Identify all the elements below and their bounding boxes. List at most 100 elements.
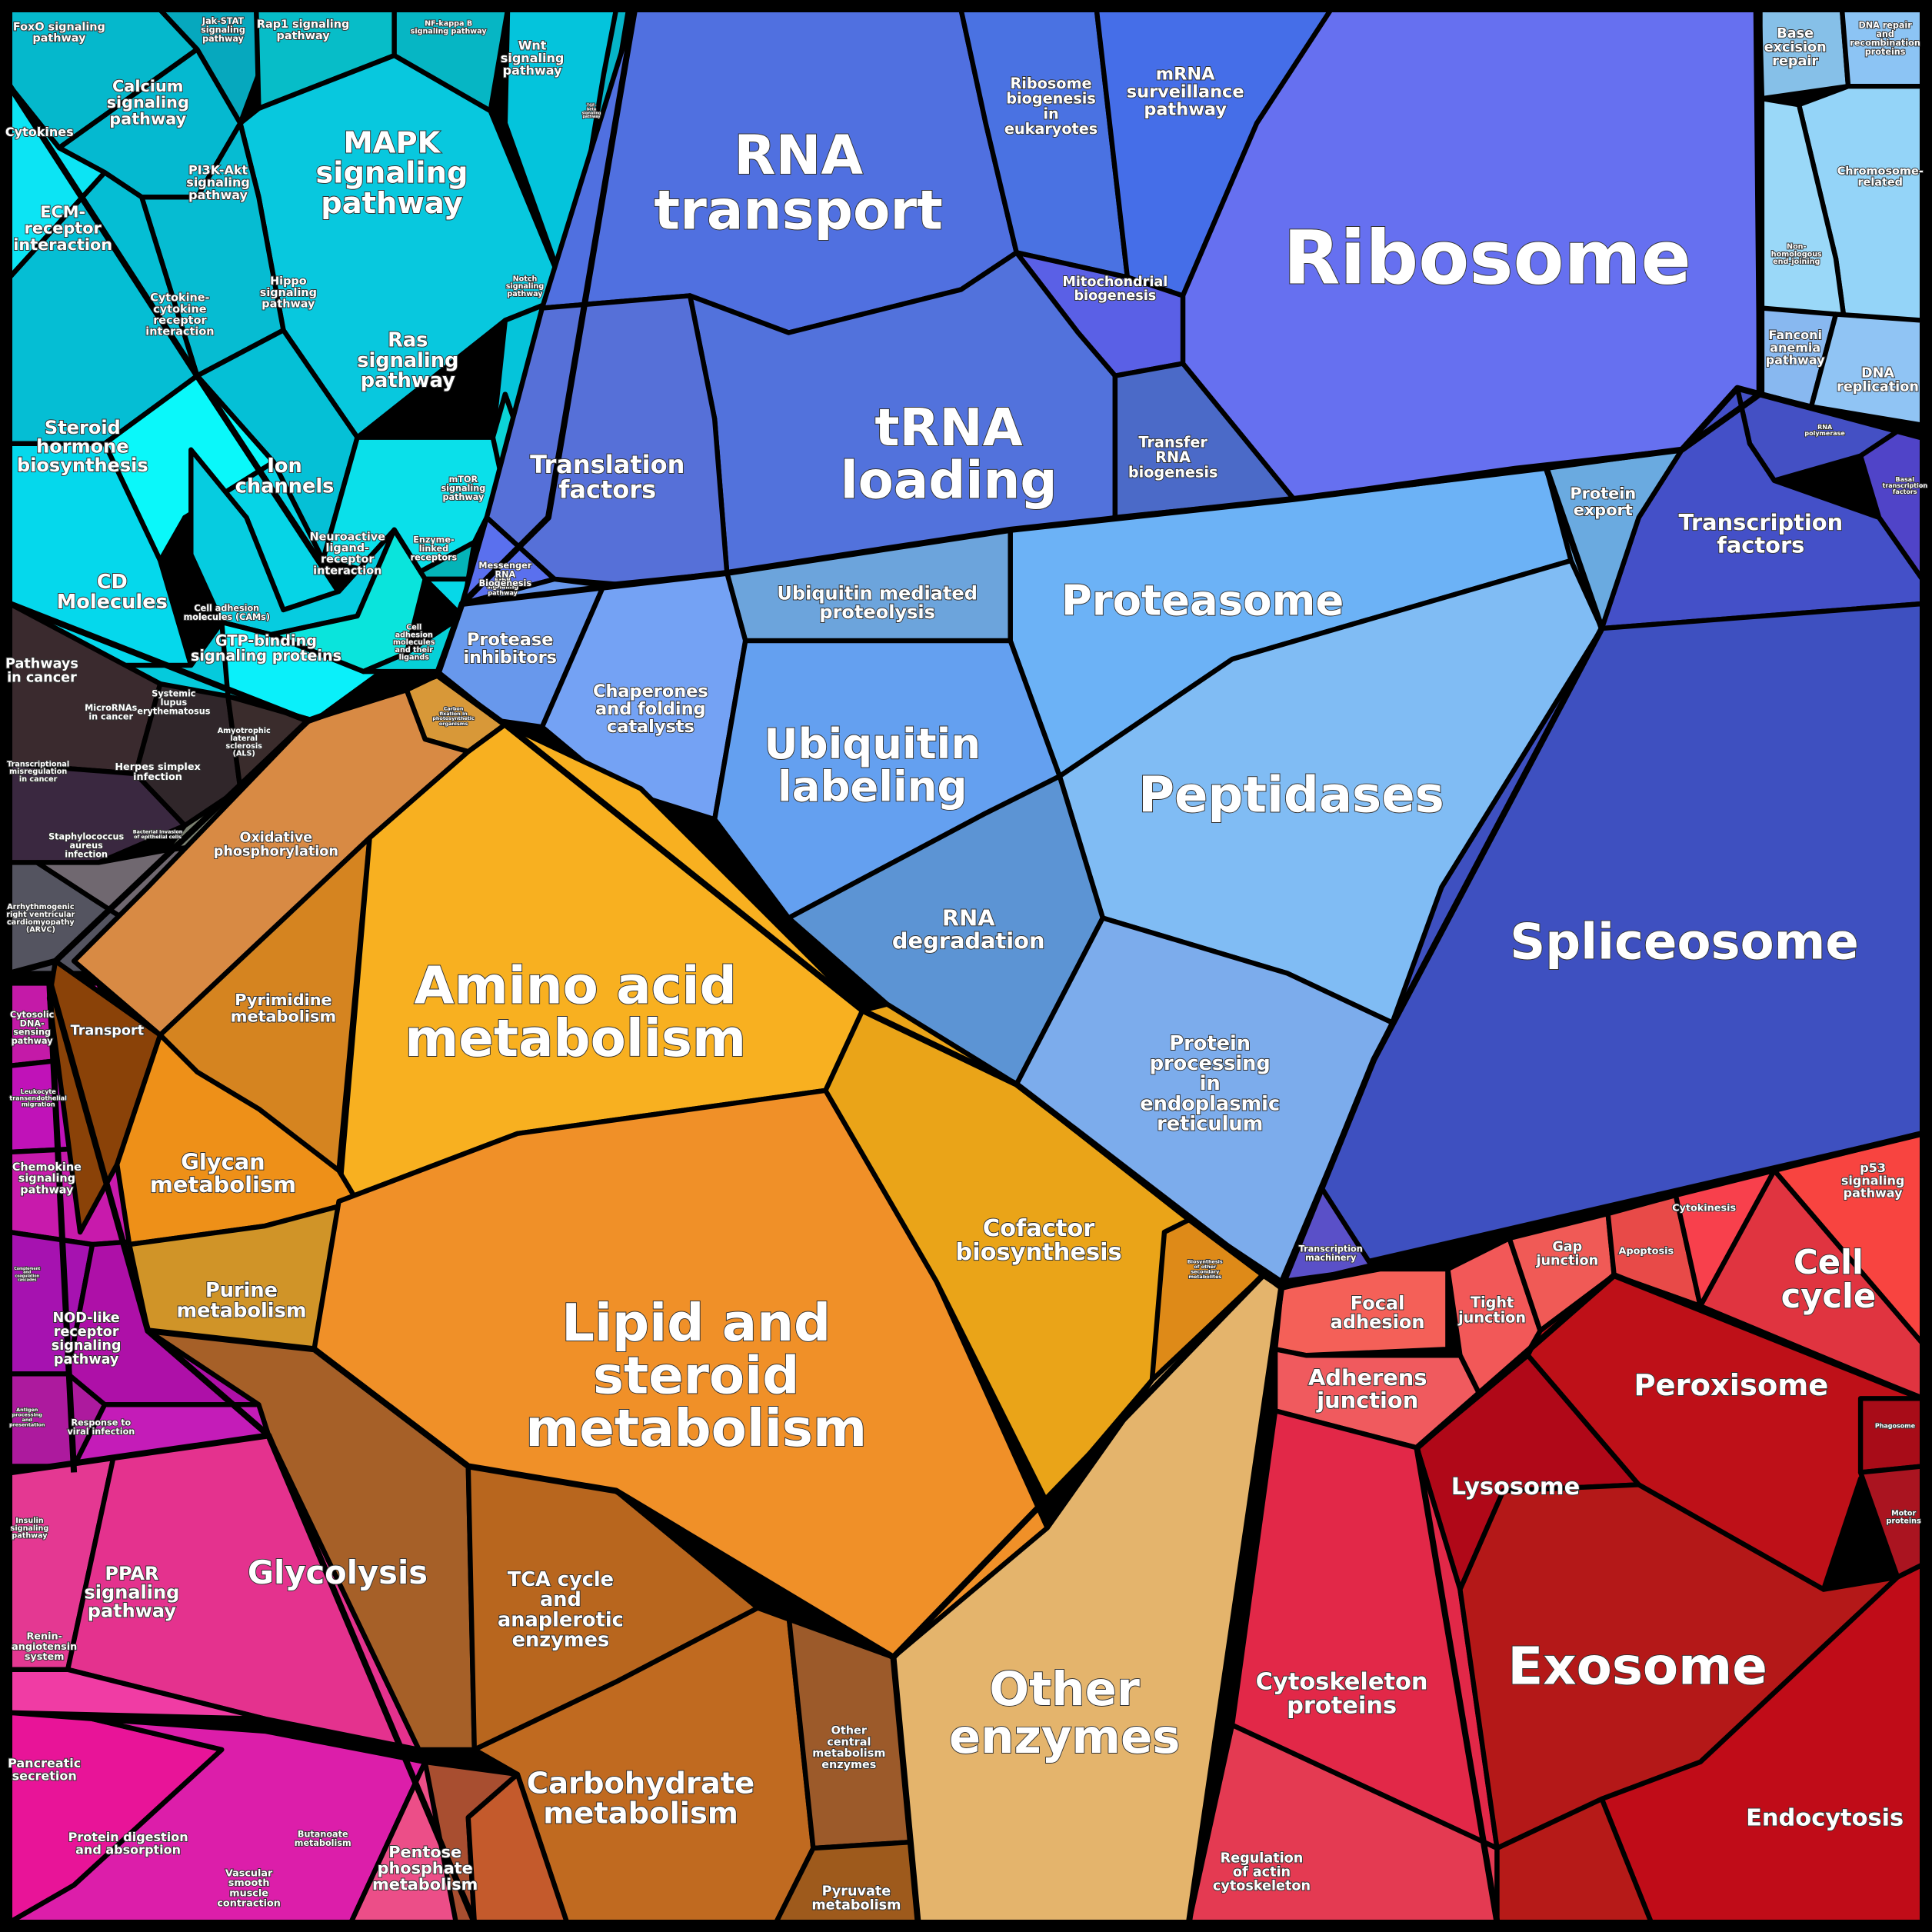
border-metabolism-top: [435, 672, 1284, 1291]
label-tgfb: TGF-beta signaling pathway: [582, 104, 601, 120]
label-protease-inh: Protease inhibitors: [464, 630, 557, 668]
label-chromosome: Chromosome-related: [1837, 165, 1924, 189]
label-mrna-surv: mRNA surveillance pathway: [1127, 64, 1244, 119]
border-signaling: [8, 9, 638, 724]
border-cellular: [1281, 1130, 1924, 1291]
label-vascular: Vascular smooth muscle contraction: [217, 1867, 281, 1909]
label-rap1: Rap1 signaling pathway: [257, 18, 349, 42]
label-nod: NOD-like receptor signaling pathway: [52, 1311, 122, 1367]
label-pyruvate: Pyruvate metabolism: [811, 1884, 901, 1913]
label-ubiq-labeling: Ubiquitin labeling: [764, 719, 981, 811]
border-endocrine: [265, 1434, 478, 1924]
label-adherens: Adherens junction: [1308, 1364, 1427, 1413]
label-viral: Response to viral infection: [67, 1417, 135, 1436]
label-protein-export: Protein export: [1570, 485, 1636, 519]
label-ribosome-bio: Ribosome biogenesis in eukaryotes: [1004, 75, 1098, 138]
label-antigen: Antigen processing and presentation: [9, 1407, 45, 1428]
label-pentose: Pentose phosphate metabolism: [372, 1843, 478, 1894]
border-cellular-left: [1186, 1287, 1285, 1923]
label-cytokine-receptor: Cytokine-cytokine receptor interaction: [145, 292, 214, 338]
label-butanoate: Butanoate metabolism: [295, 1829, 351, 1847]
label-carbohydrate: Carbohydrate metabolism: [527, 1766, 754, 1830]
label-dna-replication: DNA replication: [1837, 366, 1919, 395]
label-chaperones: Chaperones and folding catalysts: [593, 681, 708, 737]
label-other-central: Other central metabolism enzymes: [812, 1725, 885, 1771]
border-transcription-right: [1679, 385, 1924, 452]
label-secondary-met: Biosynthesis of other secondary metabolites: [1188, 1259, 1223, 1281]
label-cytokinesis: Cytokinesis: [1672, 1202, 1736, 1214]
label-ppar: PPAR signaling pathway: [85, 1563, 180, 1622]
label-bacterial: Bacterial invasion of epithelial cells: [133, 829, 183, 840]
label-hippo: Hippo signaling pathway: [260, 275, 317, 310]
label-steroid: Steroid hormone biosynthesis: [17, 417, 148, 476]
label-tight: Tight junction: [1457, 1294, 1526, 1327]
label-proteasome: Proteasome: [1061, 575, 1344, 625]
label-rna-transport: RNA transport: [654, 124, 942, 242]
border-transcription: [1278, 467, 1605, 1289]
label-rna-pol: RNA polymerase: [1804, 424, 1845, 437]
border-vesicle: [1414, 1272, 1924, 1451]
label-cytosolic-dna: Cytosolic DNA-sensing pathway: [10, 1010, 54, 1046]
label-oxphos: Oxidative phosphorylation: [214, 831, 338, 860]
label-foxo: FoxO signaling pathway: [13, 21, 105, 45]
label-pyrimidine: Pyrimidine metabolism: [231, 991, 336, 1025]
label-mapk: MAPK signaling pathway: [315, 125, 468, 220]
border-disease: [8, 718, 311, 977]
label-glycan: Glycan metabolism: [150, 1148, 296, 1197]
label-p53: p53 signaling pathway: [1841, 1161, 1905, 1201]
label-purine: Purine metabolism: [176, 1279, 306, 1322]
label-cams: Cell adhesion molecules (CAMs): [184, 603, 270, 621]
border-immune: [46, 979, 78, 1473]
label-neuroactive: Neuroactive ligand-receptor interaction: [310, 531, 386, 577]
label-phagosome: Phagosome: [1875, 1422, 1916, 1429]
label-fanconi: Fanconi anemia pathway: [1766, 328, 1825, 368]
label-erbb: ErbB signaling pathway: [487, 577, 519, 596]
label-trna-loading: tRNA loading: [841, 398, 1058, 511]
label-glycolysis: Glycolysis: [248, 1554, 428, 1591]
label-transcriptional-mis: Transcriptional misregulation in cancer: [7, 760, 69, 784]
label-lupus: Systemic lupus erythematosus: [137, 689, 210, 717]
border-immune-right: [9, 978, 272, 1476]
label-mito-bio: Mitochondrial biogenesis: [1062, 275, 1168, 304]
label-gap: Gap junction: [1535, 1239, 1598, 1268]
label-cytokines: Cytokines: [5, 125, 74, 139]
label-transfer-rna: Transfer RNA biogenesis: [1128, 434, 1218, 481]
label-lipid: Lipid and steroid metabolism: [525, 1293, 867, 1458]
label-als: Amyotrophic lateral sclerosis (ALS): [218, 727, 271, 758]
label-transcription-machinery: Transcription machinery: [1299, 1244, 1363, 1263]
label-protein-er: Protein processing in endoplasmic reticulum: [1140, 1032, 1280, 1135]
label-leukocyte: Leukocyte transendothelial migration: [9, 1088, 67, 1108]
label-translation: Translation factors: [530, 450, 685, 505]
label-cytoskeleton: Cytoskeleton proteins: [1256, 1668, 1428, 1719]
label-protein-digestion: Protein digestion and absorption: [68, 1830, 188, 1857]
label-staph: Staphylococcus aureus infection: [48, 831, 124, 859]
label-pancreatic: Pancreatic secretion: [8, 1756, 81, 1783]
label-enzyme-linked: Enzyme-linked receptors: [411, 535, 458, 562]
label-ion: Ion channels: [235, 455, 335, 498]
label-actin: Regulation of actin cytoskeleton: [1213, 1851, 1311, 1894]
label-apoptosis: Apoptosis: [1619, 1246, 1674, 1257]
border-signaling-inner: [7, 84, 341, 594]
label-ribosome: Ribosome: [1283, 215, 1690, 301]
label-gtp: GTP-binding signaling proteins: [191, 632, 341, 665]
label-motor: Motor proteins: [1887, 1510, 1921, 1526]
label-other-enzymes: Other enzymes: [949, 1662, 1181, 1764]
label-cofactor: Cofactor biosynthesis: [955, 1215, 1121, 1266]
label-chemokine: Chemokine signaling pathway: [12, 1161, 82, 1196]
label-ecm: ECM-receptor interaction: [13, 202, 112, 253]
label-carbon-fixation: Carbon fixation in photosynthetic organisms: [432, 705, 475, 727]
label-pathways-cancer: Pathways in cancer: [5, 657, 78, 686]
label-pi3k: PI3K-Akt signaling pathway: [186, 162, 250, 202]
label-basal-tf: Basal transcription factors: [1882, 476, 1927, 495]
region-phagosome[interactable]: [1857, 1396, 1925, 1475]
label-wnt: Wnt signaling pathway: [501, 38, 565, 78]
label-amino-acid: Amino acid metabolism: [405, 956, 746, 1069]
label-microrna: MicroRNAs in cancer: [85, 703, 138, 721]
label-transcription-factors: Transcription factors: [1678, 509, 1843, 558]
label-complement: Complement and coagulation cascades: [14, 1267, 41, 1283]
label-ubiq-mediated: Ubiquitin mediated proteolysis: [777, 583, 978, 624]
label-lysosome: Lysosome: [1451, 1474, 1581, 1501]
label-ras: Ras signaling pathway: [357, 329, 458, 392]
